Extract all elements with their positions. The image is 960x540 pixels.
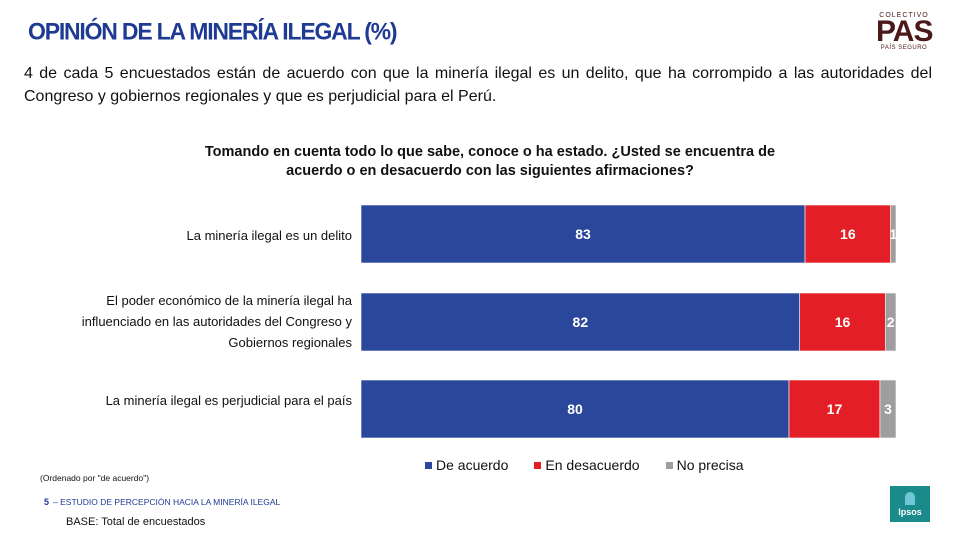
bar-2-de-acuerdo bbox=[360, 292, 801, 352]
data-label-1-3: 1 bbox=[889, 226, 897, 242]
logo-main-text: PAS bbox=[876, 15, 933, 48]
data-label-1-1: 83 bbox=[575, 226, 591, 242]
legend-swatch-gray bbox=[665, 461, 673, 469]
study-footer: 5– ESTUDIO DE PERCEPCIÓN HACIA LA MINERÍ… bbox=[44, 497, 281, 507]
legend-swatch-blue bbox=[425, 461, 432, 469]
bar-1-no-precisa bbox=[890, 204, 897, 264]
legend-item-no-precisa: No precisa bbox=[665, 457, 744, 473]
bar-1-de-acuerdo bbox=[360, 204, 806, 264]
page-number: 5 bbox=[44, 497, 50, 507]
data-label-1-2: 16 bbox=[840, 226, 856, 242]
bar-3-en-desacuerdo bbox=[788, 379, 881, 439]
data-label-3-1: 80 bbox=[567, 401, 583, 417]
bar-3-de-acuerdo bbox=[360, 379, 790, 439]
chart-legend: De acuerdo En desacuerdo No precisa bbox=[425, 457, 744, 473]
bar-2-en-desacuerdo bbox=[799, 292, 886, 352]
base-note: BASE: Total de encuestados bbox=[66, 516, 206, 528]
ipsos-logo-mark bbox=[905, 492, 915, 505]
page-title: OPINIÓN DE LA MINERÍA ILEGAL (%) bbox=[28, 17, 398, 45]
study-name: ESTUDIO DE PERCEPCIÓN HACIA LA MINERÍA I… bbox=[60, 497, 281, 507]
data-label-3-2: 17 bbox=[827, 401, 843, 417]
colectivo-pas-logo: COLECTIVO PAS PAÍS SEGURO bbox=[876, 12, 933, 51]
legend-label: De acuerdo bbox=[436, 457, 509, 473]
ipsos-logo-text: Ipsos bbox=[898, 507, 922, 517]
category-label-3: La minería ilegal es perjudicial para el… bbox=[105, 393, 352, 408]
legend-item-en-desacuerdo: En desacuerdo bbox=[534, 457, 640, 473]
category-label-1: La minería ilegal es un delito bbox=[186, 228, 353, 243]
category-label-2: El poder económico de la minería ilegal … bbox=[81, 293, 352, 350]
bar-3-no-precisa bbox=[879, 379, 897, 439]
data-label-2-1: 82 bbox=[573, 314, 589, 330]
intro-paragraph: 4 de cada 5 encuestados están de acuerdo… bbox=[24, 65, 932, 105]
legend-swatch-red bbox=[534, 461, 542, 469]
logo-bottom-text: PAÍS SEGURO bbox=[880, 45, 928, 51]
legend-label: No precisa bbox=[676, 457, 744, 473]
data-label-2-3: 2 bbox=[887, 314, 895, 330]
chart-title: Tomando en cuenta todo lo que sabe, cono… bbox=[204, 144, 776, 179]
legend-item-de-acuerdo: De acuerdo bbox=[425, 457, 508, 473]
sort-note: (Ordenado por "de acuerdo") bbox=[40, 473, 150, 483]
ipsos-logo: Ipsos bbox=[890, 486, 930, 522]
data-label-3-3: 3 bbox=[884, 401, 892, 417]
logo-top-text: COLECTIVO bbox=[879, 12, 929, 19]
legend-label: En desacuerdo bbox=[545, 457, 640, 473]
bar-2-no-precisa bbox=[884, 292, 897, 352]
bar-1-en-desacuerdo bbox=[804, 204, 891, 264]
data-label-2-2: 16 bbox=[835, 314, 851, 330]
